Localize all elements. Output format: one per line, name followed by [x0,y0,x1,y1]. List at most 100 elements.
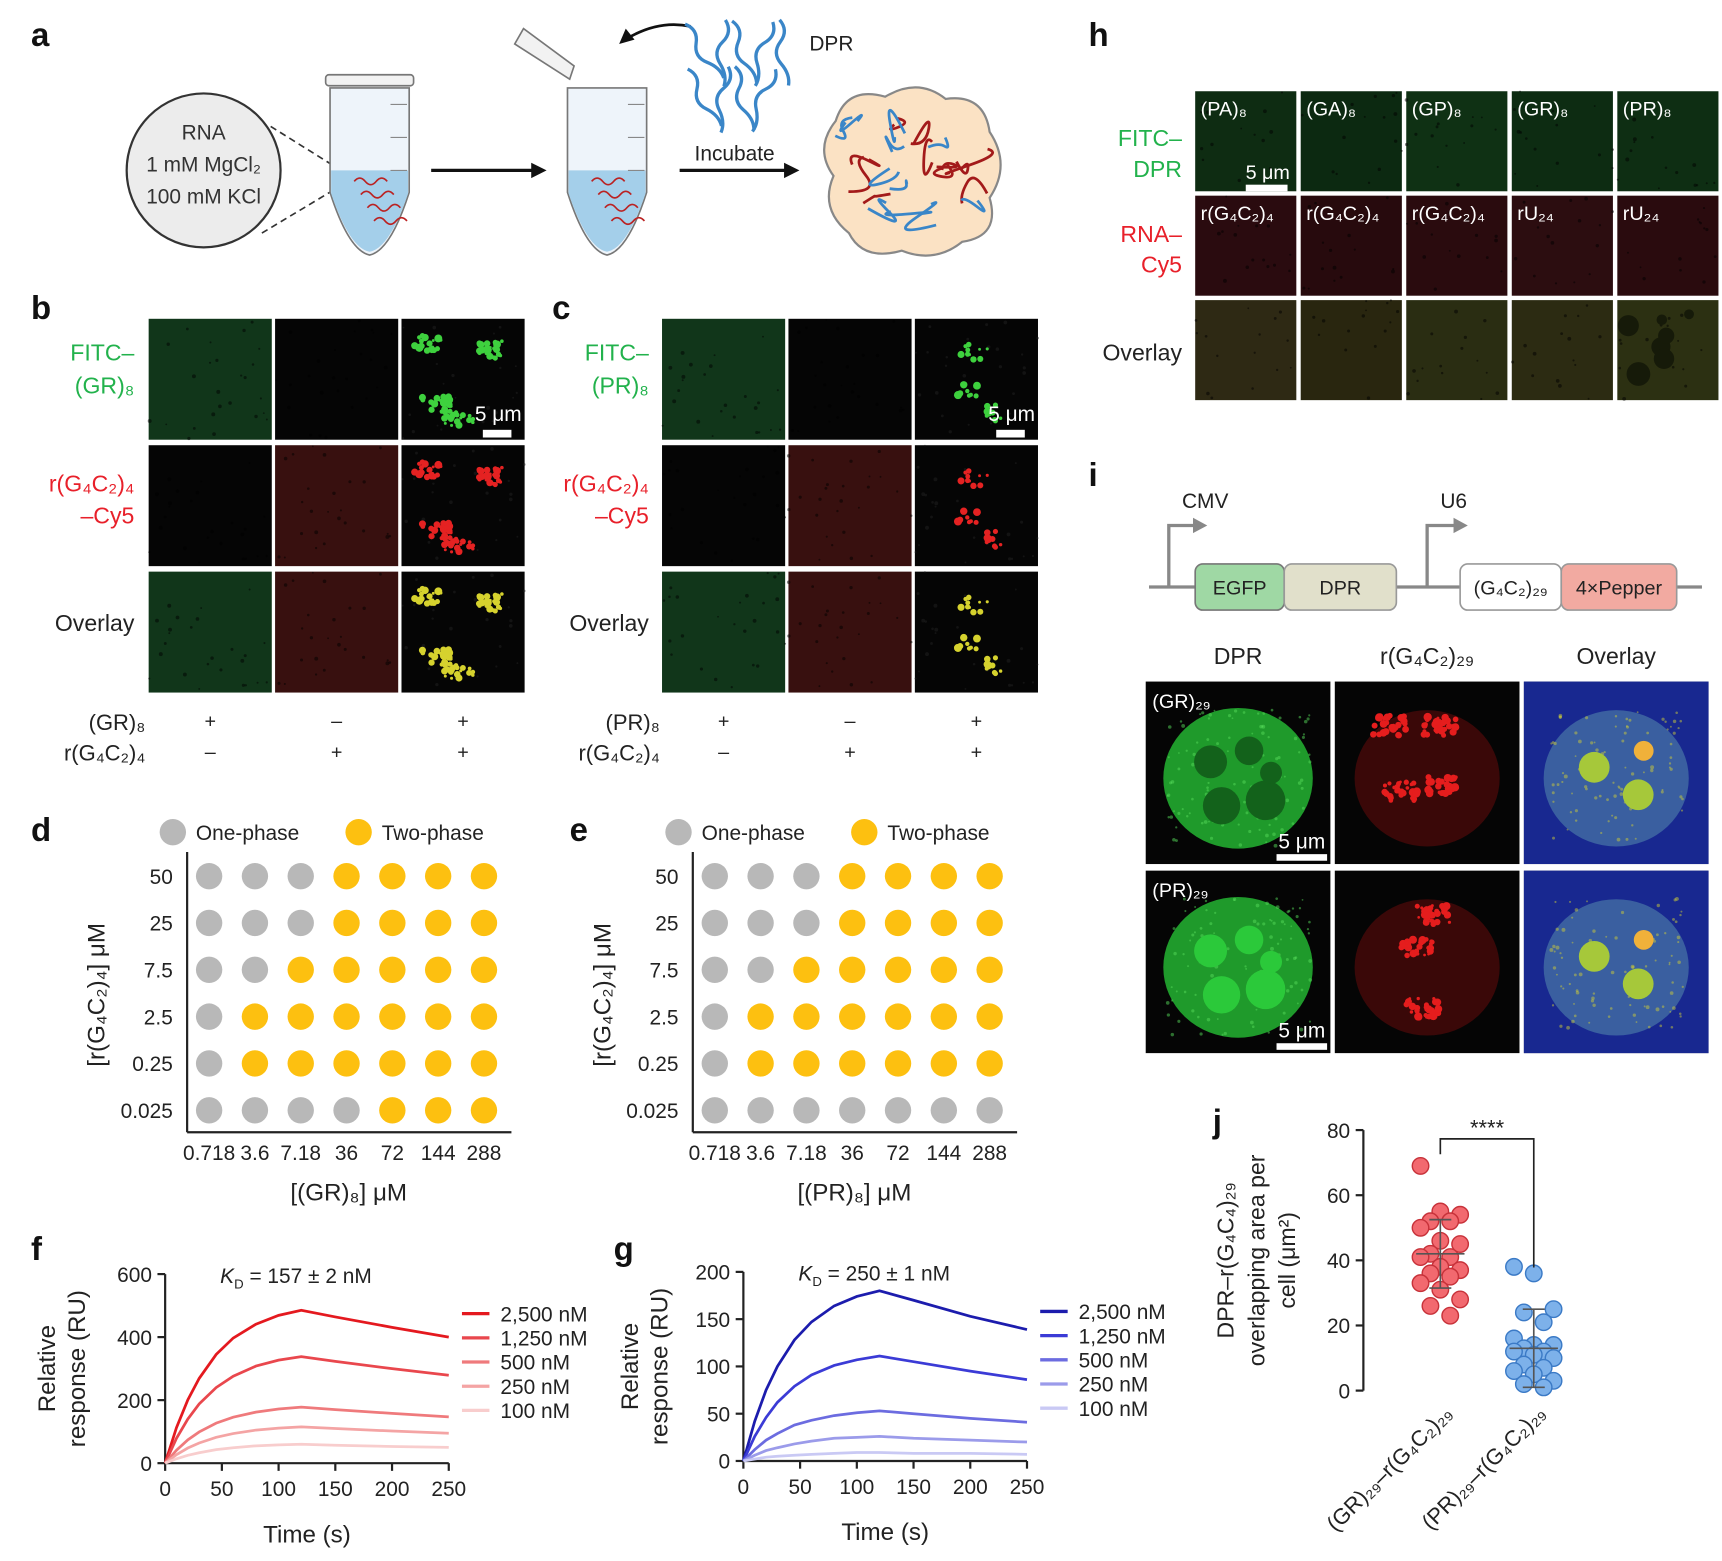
dpr-peptide [774,18,791,86]
speckle [1373,344,1377,348]
speckle [175,489,180,494]
speckle [212,432,216,436]
legend-label: 100 nM [1079,1398,1149,1421]
speckle [1672,917,1675,921]
speckle [1552,944,1556,949]
panel-label: c [552,289,570,326]
condensate [429,407,434,411]
speckle [930,515,933,519]
speckle [1664,932,1667,935]
speckle [155,492,159,497]
condensate [439,398,443,402]
x-tick-label: 250 [431,1478,466,1501]
speckle [1266,224,1271,228]
speckle [1308,760,1312,764]
condensate [475,347,483,355]
speckle [823,383,827,387]
speckle [508,623,513,628]
speckle [259,397,262,400]
speckle [1347,329,1351,333]
overlap-hot [1633,740,1654,761]
speckle [755,430,759,435]
condensate [442,399,446,402]
speckle [277,681,281,685]
condensate [973,646,979,652]
condensate [475,600,483,607]
phase-dot [195,1003,223,1030]
tile-label: rU₂₄ [1517,203,1554,225]
x-axis-label: Time (s) [263,1521,351,1548]
speckle [824,613,828,617]
x-tick-label: 288 [972,1142,1007,1165]
speckle [1552,966,1557,970]
speckle [1386,301,1389,305]
speckle [198,561,201,564]
speckle [1182,953,1185,956]
speckle [1558,715,1562,719]
condensate [1411,950,1415,954]
phase-dot [287,862,314,890]
speckle [1433,287,1437,291]
y-tick-label: 100 [695,1356,730,1379]
tile-label: (GP)₈ [1412,98,1462,120]
speckle [316,359,321,363]
panel-label: g [614,1230,634,1267]
speckle [1639,266,1642,269]
condensate [433,647,441,655]
speckle [892,319,896,323]
speckle [1552,800,1555,803]
legend-label: 500 nM [500,1352,570,1375]
speckle [786,580,791,584]
speckle [1448,211,1452,214]
speckle [1677,960,1681,965]
speckle [1200,110,1203,114]
speckle [1669,742,1673,746]
speckle [432,482,435,485]
speckle [350,405,354,409]
condensate [1427,778,1435,786]
condensate [429,533,434,538]
panel-label: b [31,289,51,326]
speckle [1573,1002,1575,1005]
speckle [866,485,870,489]
dpr-peptide [731,19,759,83]
condensate [1423,918,1428,924]
speckle [926,350,929,354]
x-tick-label: 250 [1010,1476,1045,1499]
speckle [1208,713,1213,717]
speckle [1693,183,1697,187]
speckle [1671,981,1674,984]
condensate [486,352,494,360]
x-tick-label: 72 [886,1142,909,1165]
condensate [1446,789,1453,795]
speckle [1560,985,1563,988]
speckle [1574,731,1578,735]
speckle [1187,965,1190,968]
speckle [336,389,340,393]
speckle [1167,725,1172,729]
speckle [989,422,993,425]
speckle [670,653,673,656]
speckle [783,642,787,645]
speckle [1233,782,1236,786]
speckle [1620,787,1624,791]
condensate [483,340,491,347]
speckle [1611,167,1614,170]
condensate [450,676,454,680]
speckle [1257,712,1260,715]
speckle [995,347,1000,351]
speckle [265,418,268,421]
speckle [1574,755,1577,758]
speckle [1574,809,1578,813]
speckle [1267,735,1270,739]
label: 1 mM MgCl₂ [146,153,261,176]
condensate [1427,790,1433,796]
dark-droplet [1656,314,1668,326]
condensate [423,461,429,467]
speckle [243,654,247,658]
speckle [1169,815,1174,819]
speckle [383,365,388,370]
speckle [1361,314,1366,318]
speckle [752,492,757,497]
speckle [824,486,828,490]
